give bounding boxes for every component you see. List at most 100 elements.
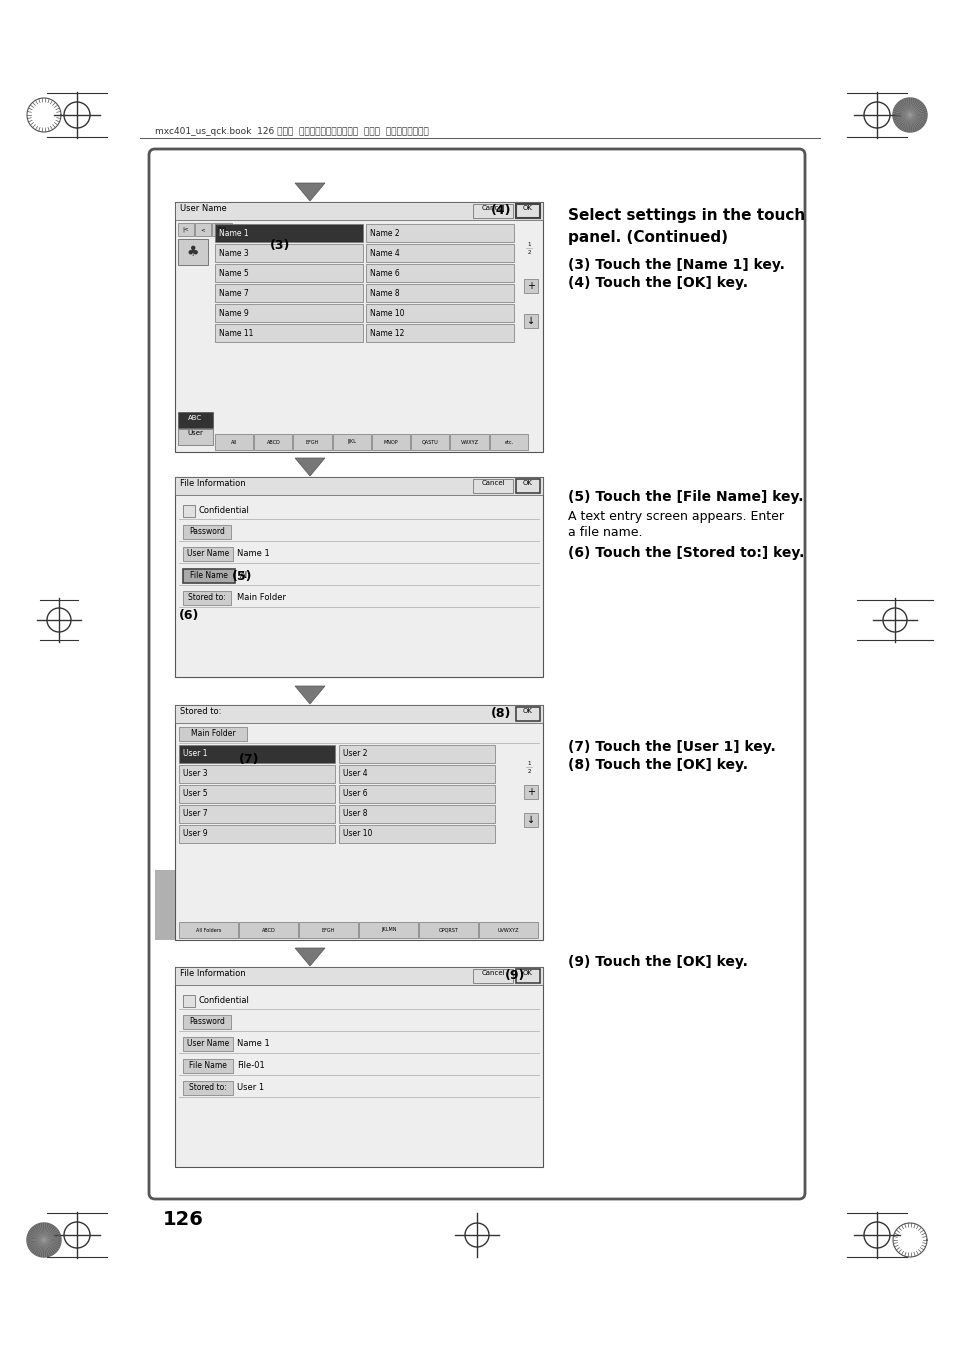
Text: User Name: User Name	[187, 1040, 229, 1049]
Text: QASTU: QASTU	[421, 440, 438, 444]
Text: User 4: User 4	[343, 769, 367, 779]
Text: All Folders: All Folders	[195, 927, 221, 933]
Text: ↓: ↓	[526, 316, 535, 325]
Text: VWXYZ: VWXYZ	[460, 440, 478, 444]
Text: (7) Touch the [User 1] key.: (7) Touch the [User 1] key.	[567, 740, 775, 755]
Bar	[174, 202, 542, 220]
Text: Name 4: Name 4	[370, 248, 399, 258]
Text: Main Folder: Main Folder	[191, 729, 235, 738]
FancyBboxPatch shape	[149, 148, 804, 1199]
Text: Stored to:: Stored to:	[180, 707, 221, 716]
Bar	[178, 412, 213, 428]
Bar	[174, 477, 542, 676]
Bar	[183, 1058, 233, 1073]
Text: Name 6: Name 6	[370, 269, 399, 278]
Text: User 5: User 5	[183, 790, 208, 798]
Bar	[174, 705, 542, 724]
Bar	[179, 745, 335, 763]
Text: ↓: ↓	[526, 815, 535, 825]
Text: Name 12: Name 12	[370, 328, 404, 338]
Text: OK: OK	[522, 481, 533, 486]
Text: (5) Touch the [File Name] key.: (5) Touch the [File Name] key.	[567, 490, 802, 504]
Bar	[338, 805, 495, 823]
Bar	[179, 728, 247, 741]
Text: UVWXYZ: UVWXYZ	[497, 927, 518, 933]
Text: Confidential: Confidential	[199, 996, 250, 1004]
Text: EFGH: EFGH	[306, 440, 319, 444]
Bar	[473, 479, 513, 493]
Bar	[338, 825, 495, 842]
Bar	[212, 223, 232, 236]
Bar	[214, 433, 253, 450]
Text: ABCD: ABCD	[266, 440, 280, 444]
Bar	[473, 969, 513, 983]
Text: Stored to:: Stored to:	[189, 1084, 227, 1092]
Bar	[366, 265, 514, 282]
Text: Confidential: Confidential	[199, 506, 250, 514]
Text: Password: Password	[189, 528, 225, 536]
Bar	[214, 224, 363, 242]
Text: (5): (5)	[232, 570, 253, 583]
Text: |10: |10	[217, 227, 226, 232]
Bar	[194, 223, 211, 236]
Bar	[183, 1081, 233, 1095]
Text: Password: Password	[189, 1018, 225, 1026]
Polygon shape	[892, 99, 926, 132]
Text: Al: Al	[240, 571, 248, 580]
Bar	[523, 813, 537, 828]
Bar	[174, 967, 542, 1166]
Polygon shape	[27, 1223, 61, 1257]
Text: User 9: User 9	[183, 829, 208, 838]
Bar	[179, 825, 335, 842]
Bar	[179, 805, 335, 823]
Text: Cancel: Cancel	[480, 205, 504, 211]
Bar	[178, 239, 208, 265]
Bar	[516, 204, 539, 217]
Text: User 2: User 2	[343, 749, 367, 759]
Text: +: +	[526, 787, 535, 796]
Text: User 3: User 3	[183, 769, 208, 779]
Bar	[450, 433, 488, 450]
Bar	[473, 204, 513, 217]
Text: User 10: User 10	[343, 829, 372, 838]
Text: Cancel: Cancel	[480, 971, 504, 976]
Bar	[214, 284, 363, 302]
Bar	[516, 707, 539, 721]
Text: (6): (6)	[179, 609, 199, 622]
Bar	[516, 969, 539, 983]
Polygon shape	[294, 184, 325, 201]
Bar	[183, 505, 194, 517]
Bar	[183, 995, 194, 1007]
Text: OK: OK	[522, 205, 533, 211]
Text: Main Folder: Main Folder	[236, 593, 286, 602]
Text: (3) Touch the [Name 1] key.: (3) Touch the [Name 1] key.	[567, 258, 784, 271]
Bar	[183, 1015, 231, 1029]
Bar	[174, 967, 542, 985]
Text: a file name.: a file name.	[567, 526, 641, 539]
Text: User 8: User 8	[343, 810, 367, 818]
Bar	[154, 869, 183, 940]
Bar	[338, 765, 495, 783]
Bar	[174, 202, 542, 452]
Bar	[183, 591, 231, 605]
Text: etc.: etc.	[504, 440, 513, 444]
Bar	[294, 433, 332, 450]
Bar	[183, 1037, 233, 1052]
Bar	[338, 745, 495, 763]
Bar	[254, 433, 293, 450]
Text: File-01: File-01	[236, 1061, 265, 1071]
Text: OPQRST: OPQRST	[438, 927, 458, 933]
Bar	[214, 304, 363, 323]
Bar	[489, 433, 527, 450]
Text: mxc401_us_qck.book  126 ページ  ２００８年１０月１６日  木曜日  午前１０時５１分: mxc401_us_qck.book 126 ページ ２００８年１０月１６日 木…	[154, 127, 428, 136]
Text: User 6: User 6	[343, 790, 367, 798]
Text: User Name: User Name	[180, 204, 227, 213]
Text: <: <	[200, 227, 205, 232]
Bar	[523, 279, 537, 293]
Bar	[178, 223, 193, 236]
Text: (8): (8)	[491, 707, 511, 720]
Bar	[183, 547, 233, 562]
Bar	[338, 784, 495, 803]
Text: (9) Touch the [OK] key.: (9) Touch the [OK] key.	[567, 954, 747, 969]
Bar	[179, 765, 335, 783]
